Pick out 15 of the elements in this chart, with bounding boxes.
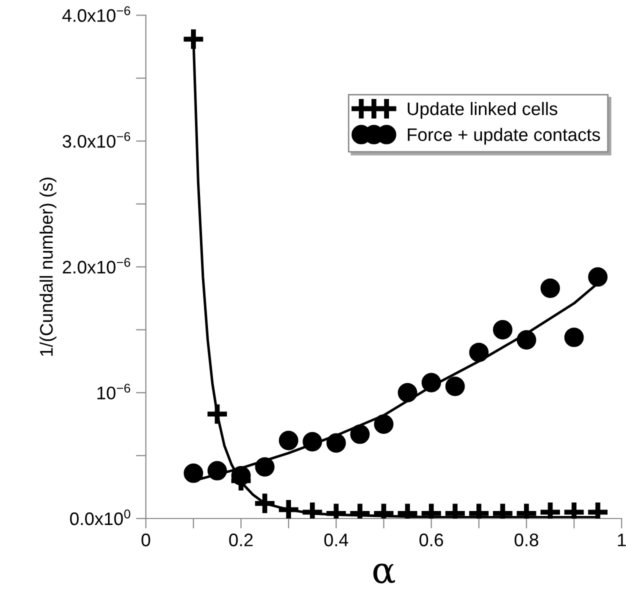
x-tick-label: 0.4: [324, 534, 348, 546]
y-tick-label: 2.0x10$^{−6}$: [62, 258, 130, 274]
y-tick-label: 4.0x10$^{−6}$: [62, 6, 130, 22]
x-tick-label: 0.6: [419, 534, 444, 546]
x-tick-label: 0.8: [514, 534, 538, 546]
y-tick-label: 0.0x10$^{0}$: [70, 510, 130, 526]
y-tick-label: 10$^{−6}$: [97, 384, 130, 400]
x-tick-label: 0.2: [229, 534, 253, 546]
x-tick-label: 1: [618, 534, 626, 546]
legend-label: Force + update contacts: [408, 128, 600, 145]
x-tick-label: 0: [142, 534, 150, 546]
y-tick-label: 3.0x10$^{−6}$: [62, 132, 130, 148]
legend-label: Update linked cells: [408, 102, 558, 119]
y-axis-title: 1/(Cundall number) (s): [40, 178, 56, 356]
x-axis-title: α: [373, 564, 395, 584]
